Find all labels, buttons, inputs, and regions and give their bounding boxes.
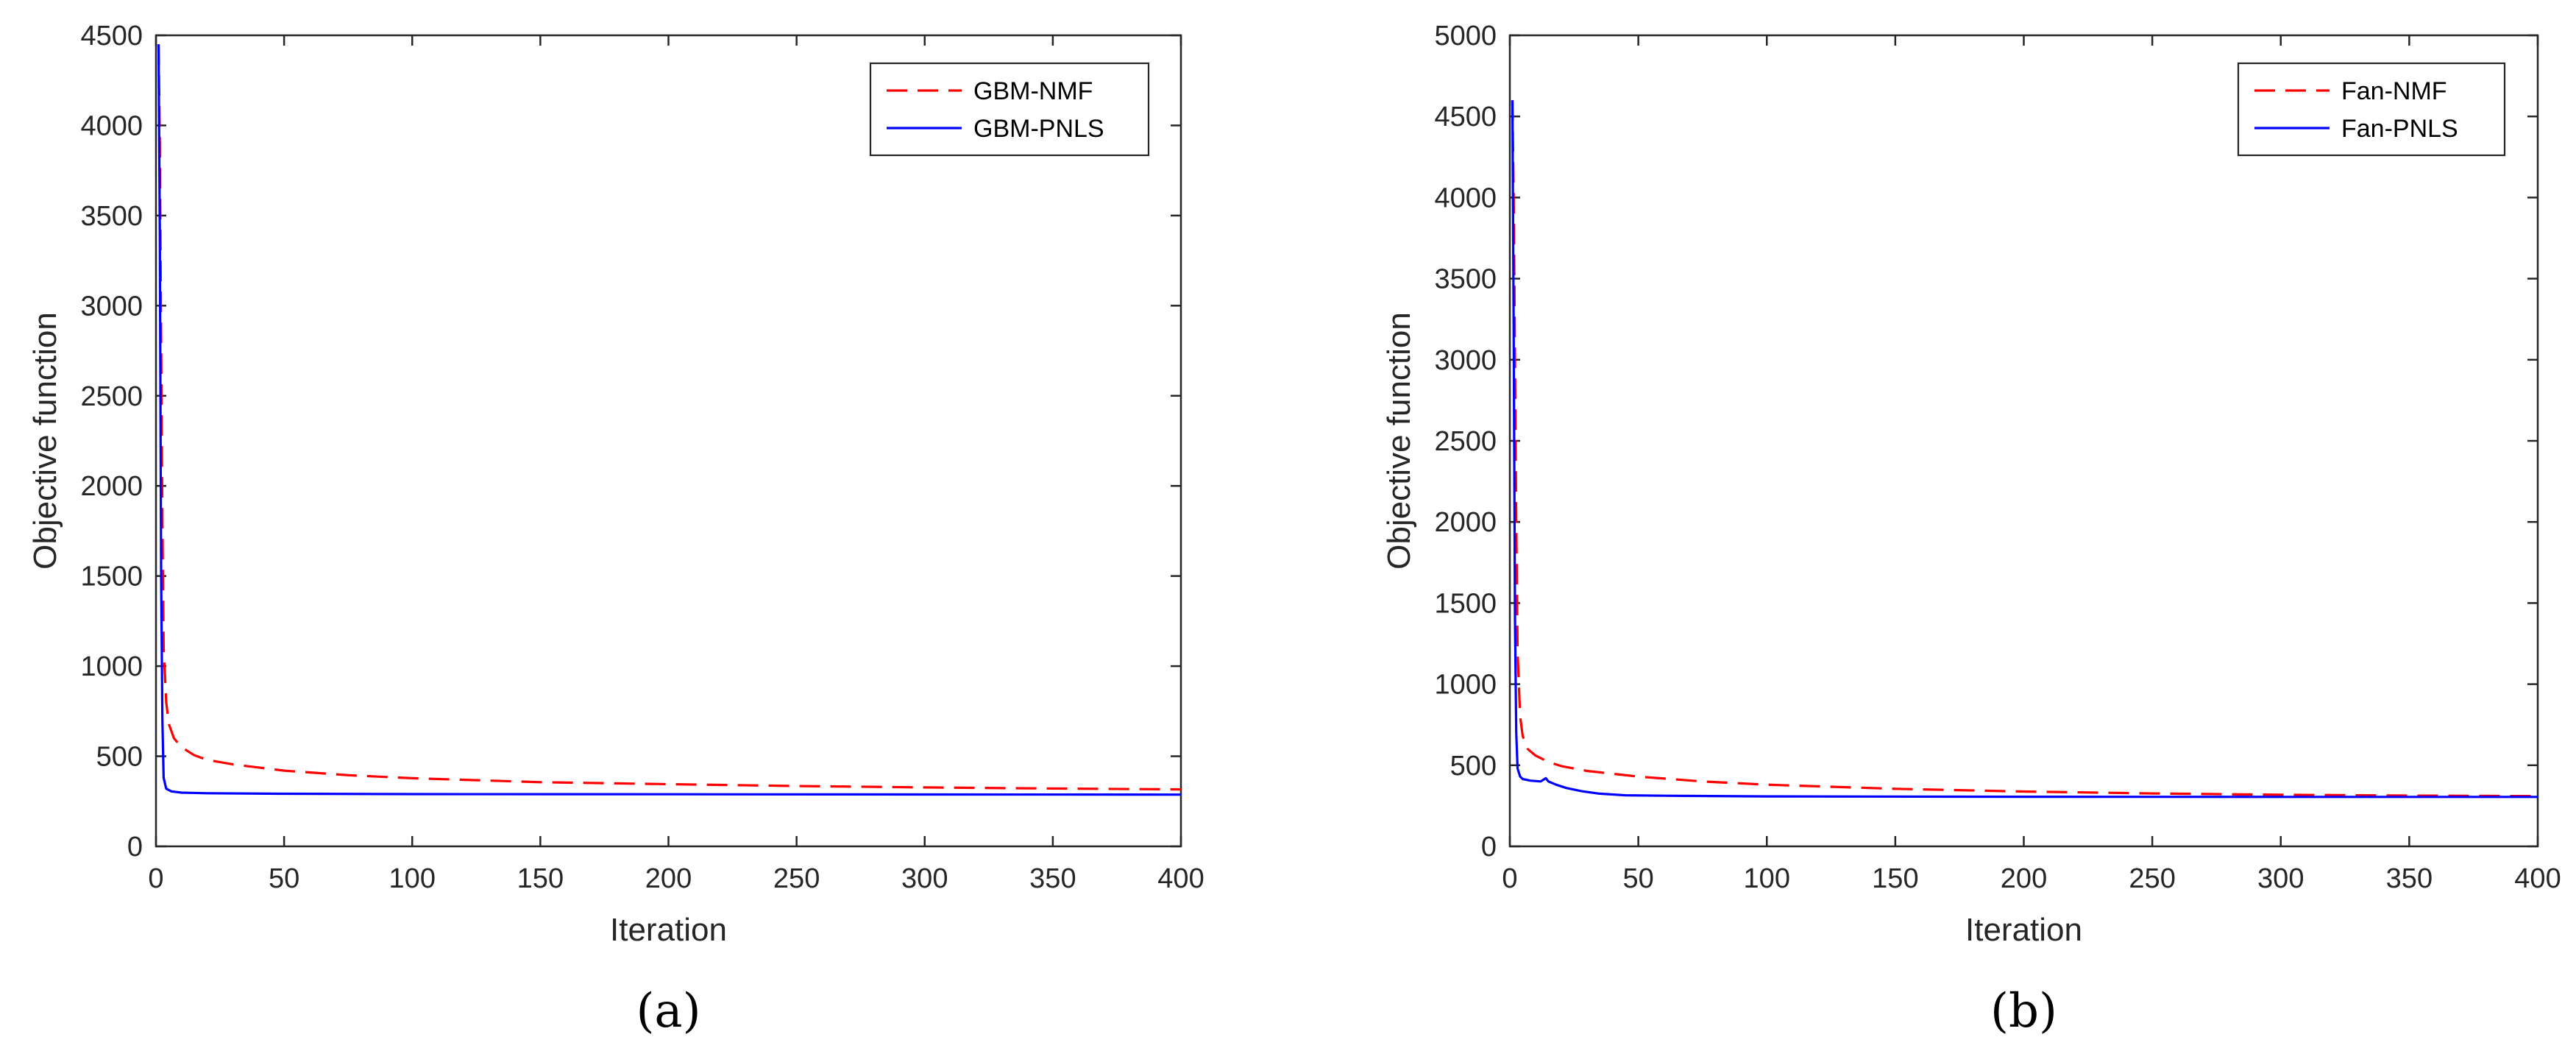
legend-entry: GBM-PNLS [973,115,1104,143]
y-tick-label: 2500 [80,381,143,412]
y-tick-label: 2500 [1434,426,1497,457]
x-tick-label: 250 [773,863,820,894]
y-tick-label: 4500 [80,21,143,52]
series-line-gbm-nmf [157,44,1181,791]
x-tick-label: 300 [2257,863,2304,894]
plot-b: 0 50 100 150 200 250 300 350 4000500100015002000… [1381,21,2561,1038]
legend-entry: Fan-NMF [2341,77,2447,105]
series-line-fan-pnls [1511,100,2538,799]
y-tick-label: 1000 [80,651,143,682]
series-line-fan-nmf [1511,100,2538,798]
x-tick-label: 50 [269,863,299,894]
y-tick-label: 2000 [80,471,143,502]
x-tick-label: 100 [1744,863,1790,894]
y-tick-label: 4000 [1434,183,1497,213]
x-tick-label: 0 [1502,863,1517,894]
y-tick-label: 3500 [80,201,143,232]
y-tick-label: 500 [1450,751,1497,782]
x-tick-label: 350 [2386,863,2433,894]
y-tick-label: 1000 [1434,670,1497,701]
series-line-gbm-pnls [157,44,1181,796]
x-tick-label: 200 [2001,863,2047,894]
x-tick-label: 150 [1872,863,1918,894]
y-tick-label: 4000 [80,110,143,141]
y-tick-label: 4500 [1434,102,1497,132]
y-tick-label: 0 [127,832,143,863]
legend-box [2237,62,2506,157]
y-tick-label: 5000 [1434,21,1497,52]
y-tick-label: 1500 [1434,588,1497,619]
y-tick-label: 1500 [80,562,143,592]
x-axis-label: Iteration [610,912,727,948]
y-tick-label: 0 [1481,832,1497,863]
x-tick-label: 250 [2129,863,2175,894]
legend-entry: GBM-NMF [973,77,1093,105]
x-tick-label: 0 [148,863,163,894]
legend-box [869,62,1150,157]
axes-box [1508,34,2539,848]
legend-entry: Fan-PNLS [2341,115,2458,143]
plot-a: 0 50 100 150 200 250 300 350 4000500100015002000… [27,21,1204,1038]
y-tick-label: 2000 [1434,507,1497,538]
y-axis-label: Objective function [1381,312,1417,570]
axes-box [155,34,1182,848]
x-tick-label: 150 [517,863,564,894]
y-tick-label: 3000 [80,291,143,322]
y-tick-label: 500 [96,742,143,773]
x-tick-label: 100 [389,863,436,894]
x-tick-label: 300 [901,863,948,894]
x-tick-label: 400 [2514,863,2561,894]
x-axis-label: Iteration [1965,912,2082,948]
y-tick-label: 3500 [1434,264,1497,295]
y-tick-label: 3000 [1434,345,1497,376]
panel-label: (a) [636,984,700,1038]
y-axis-label: Objective function [27,312,63,570]
x-tick-label: 50 [1622,863,1653,894]
x-tick-label: 350 [1029,863,1076,894]
x-tick-label: 400 [1157,863,1204,894]
panel-label: (b) [1990,984,2057,1038]
x-tick-label: 200 [645,863,692,894]
